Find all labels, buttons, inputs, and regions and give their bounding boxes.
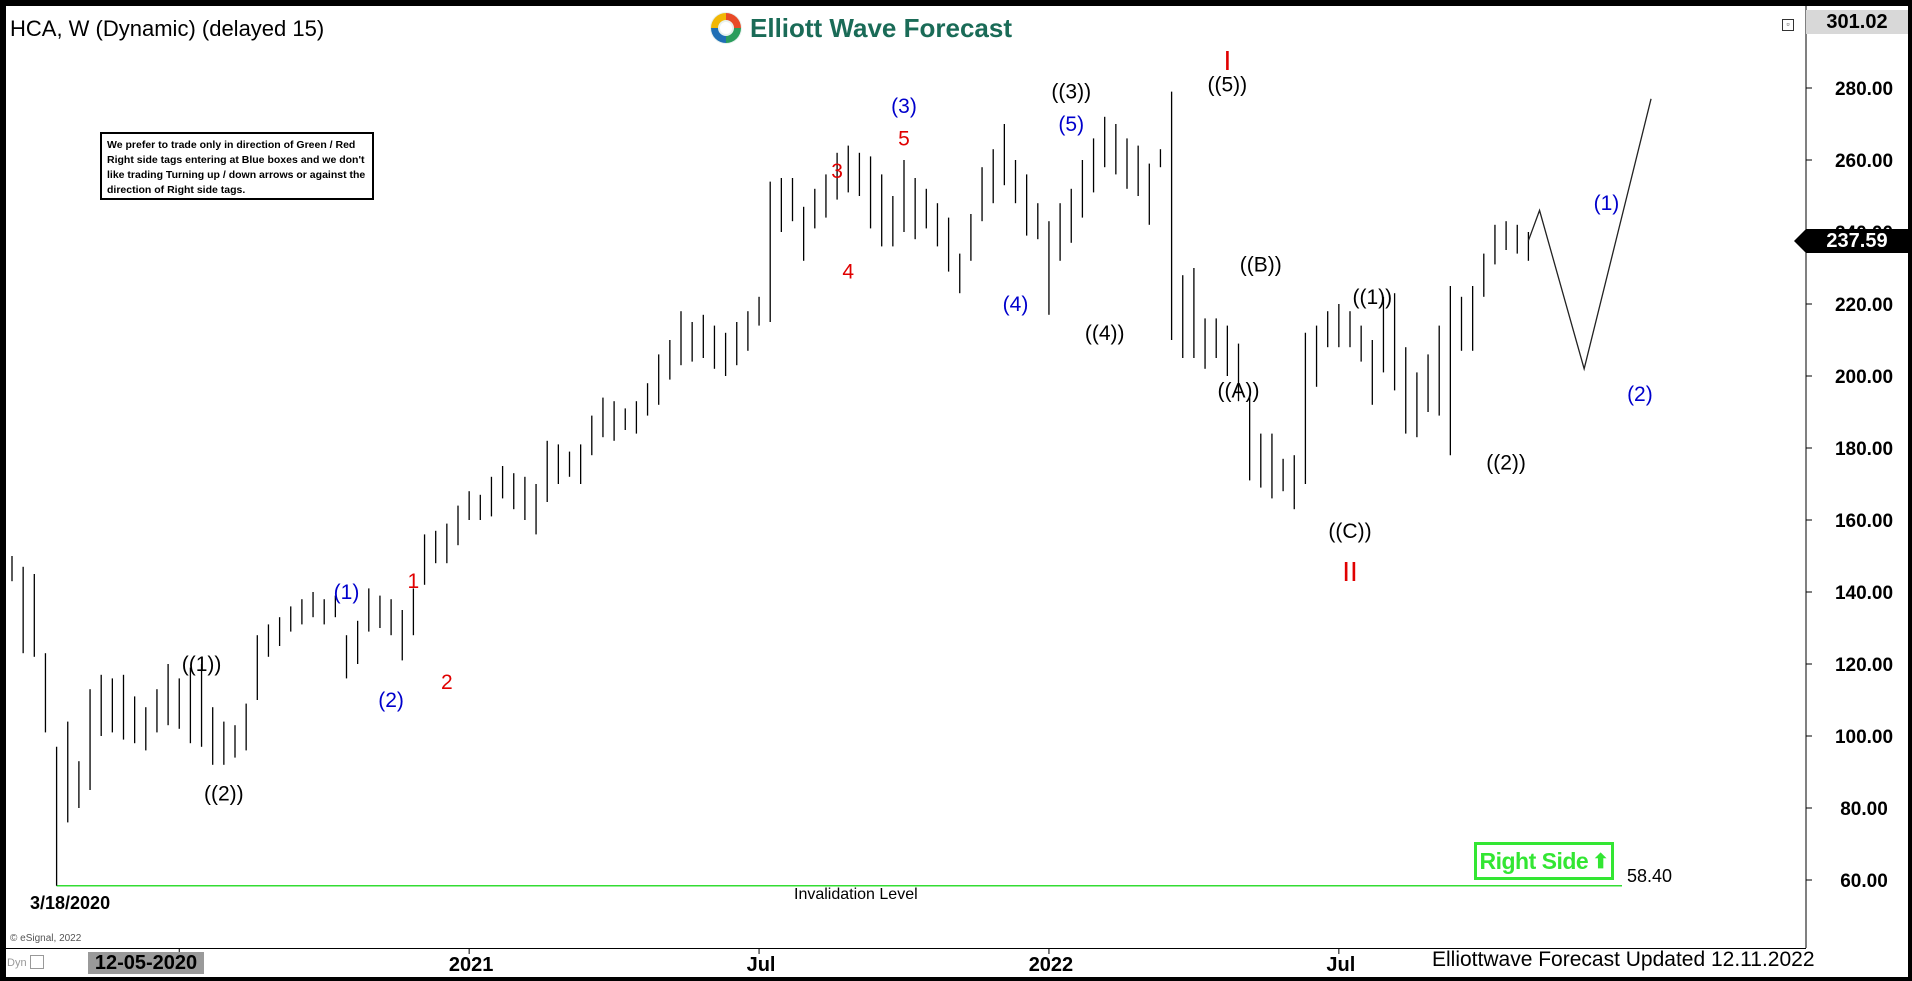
y-tick-label: 200.00: [1835, 367, 1893, 388]
y-tick-label: 180.00: [1835, 439, 1893, 460]
trading-note: We prefer to trade only in direction of …: [100, 132, 374, 200]
price-axis: 60.00 80.00 100.00 120.00 140.00 160.00 180.00…: [1805, 6, 1893, 948]
wave-label: ((4)): [1085, 322, 1125, 345]
wave-label: (2): [1627, 383, 1653, 406]
wave-label: (4): [1003, 293, 1029, 316]
wave-label: 1: [408, 570, 420, 593]
wave-label: ((5)): [1208, 73, 1248, 96]
wave-labels: ((1)) ((2)) (1) (2) 1 2 3 4 (3) 5 (4) ((3)) (5) ((4))…: [182, 45, 1653, 806]
brand-name: Elliott Wave Forecast: [750, 12, 1012, 43]
wave-label: 4: [842, 261, 854, 284]
wave-label: 3: [831, 160, 843, 183]
y-tick-label: 260.00: [1835, 151, 1893, 172]
invalidation-value: 58.40: [1627, 866, 1673, 886]
y-tick-label: 120.00: [1835, 655, 1893, 676]
x-tick-label: Jul: [747, 954, 776, 976]
wave-label: ((B)): [1240, 253, 1282, 276]
time-axis: Jul2021Jul2022Jul: [167, 948, 1355, 976]
wave-label: (1): [1594, 192, 1620, 215]
y-tick-label: 220.00: [1835, 295, 1893, 316]
wave-label: ((A)): [1218, 379, 1260, 402]
wave-label: ((1)): [1352, 286, 1392, 309]
start-date-label: 3/18/2020: [30, 893, 111, 913]
y-tick-label: 100.00: [1835, 727, 1893, 748]
wave-label: ((2)): [1486, 451, 1526, 474]
time-axis-line: [6, 948, 1806, 949]
y-tick-label: 160.00: [1835, 511, 1893, 532]
y-tick-label: 80.00: [1840, 799, 1888, 820]
y-tick-label: 280.00: [1835, 79, 1893, 100]
x-tick-label: Jul: [1326, 954, 1355, 976]
wave-label: ((C)): [1328, 520, 1371, 543]
wave-label: ((1)): [182, 653, 222, 676]
wave-label: ((2)): [204, 783, 244, 806]
wave-label: I: [1223, 45, 1231, 76]
up-arrow-icon: ⬆: [1592, 850, 1609, 873]
wave-label: II: [1342, 556, 1358, 587]
wave-label: (3): [891, 95, 917, 118]
calendar-icon[interactable]: [30, 955, 44, 969]
restore-window-icon[interactable]: ▫: [1782, 19, 1794, 31]
y-tick-label: 60.00: [1840, 871, 1888, 892]
right-side-tag: Right Side ⬆: [1474, 842, 1614, 880]
wave-label: (5): [1058, 113, 1084, 136]
wave-label: 5: [898, 127, 910, 150]
right-side-label: Right Side: [1479, 847, 1589, 874]
dyn-label: Dyn: [7, 957, 27, 969]
brand-logo-icon: [710, 12, 742, 44]
projection-path: [1527, 98, 1652, 372]
axis-top-price: 301.02: [1806, 10, 1908, 34]
date-cursor-label: 12-05-2020: [88, 952, 204, 974]
wave-label: (2): [378, 689, 404, 712]
ohlc-bars: [11, 91, 1530, 886]
frame-border-top: [0, 0, 1912, 6]
frame-border-right: [1908, 0, 1912, 981]
wave-label: (1): [334, 581, 360, 604]
wave-label: ((3)): [1051, 81, 1091, 104]
chart-title: HCA, W (Dynamic) (delayed 15): [10, 16, 325, 41]
frame-border-left: [0, 0, 6, 981]
invalidation-label: Invalidation Level: [794, 886, 918, 903]
y-tick-label: 140.00: [1835, 583, 1893, 604]
brand-header: Elliott Wave Forecast: [706, 8, 1028, 48]
x-tick-label: 2022: [1029, 954, 1074, 976]
wave-label: 2: [441, 671, 453, 694]
x-tick-label: 2021: [449, 954, 494, 976]
frame-border-bottom: [0, 977, 1912, 981]
footer-updated-note: Elliottwave Forecast Updated 12.11.2022: [1432, 948, 1815, 971]
last-price-tag: 237.59: [1794, 229, 1908, 253]
esignal-credit: © eSignal, 2022: [10, 933, 82, 944]
projection-layer: [1527, 98, 1652, 372]
